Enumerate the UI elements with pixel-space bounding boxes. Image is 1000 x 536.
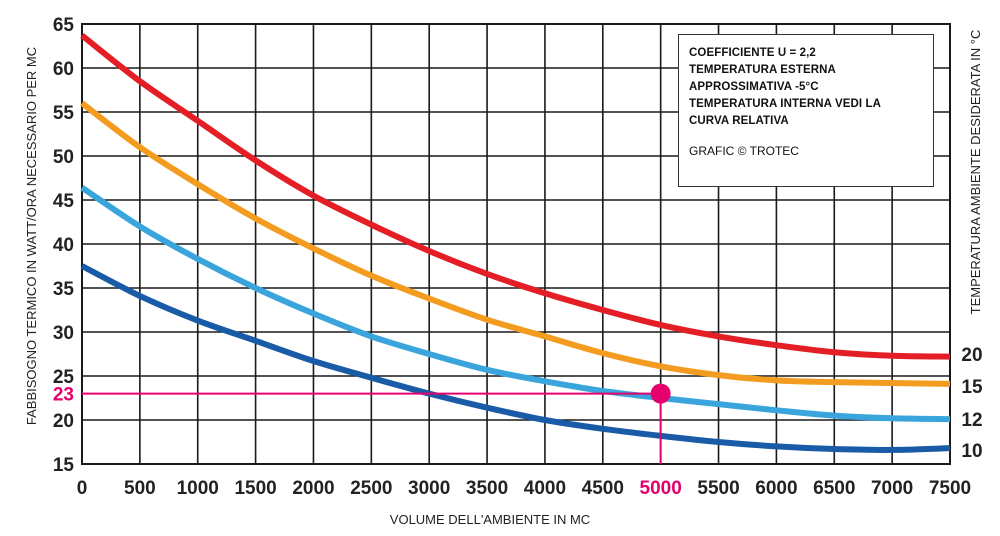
info-line: TEMPERATURA INTERNA VEDI LA (689, 98, 882, 110)
y-tick-label: 65 (53, 15, 75, 36)
y-tick-label: 15 (53, 455, 75, 476)
info-line: TEMPERATURA ESTERNA (689, 64, 836, 76)
x-tick-label: 5000 (640, 478, 682, 499)
curves (80, 33, 951, 453)
highlight-y-label: 23 (53, 385, 74, 406)
series-line-20 (80, 33, 951, 360)
x-tick-label: 6000 (755, 478, 797, 499)
y-tick-label: 25 (53, 367, 75, 388)
y2-axis-title: TEMPERATURA AMBIENTE DESIDERATA IN °C (968, 30, 983, 315)
x-tick-label: 500 (124, 478, 156, 499)
info-box: COEFFICIENTE U = 2,2 TEMPERATURA ESTERNA… (678, 34, 934, 187)
curve-labels: 20 15 12 10 (961, 345, 983, 462)
x-tick-label: 7500 (929, 478, 971, 499)
curve-label-12: 12 (961, 410, 982, 431)
x-tick-label: 4000 (524, 478, 566, 499)
x-tick-label: 2000 (292, 478, 334, 499)
y-tick-label: 20 (53, 411, 74, 432)
series-line-15 (80, 100, 951, 387)
y-tick-label: 50 (53, 147, 74, 168)
curve-label-10: 10 (961, 441, 982, 462)
plot-frame (81, 23, 951, 465)
y-tick-label: 45 (53, 191, 75, 212)
y-tick-label: 55 (53, 103, 75, 124)
series-line-10 (80, 263, 951, 453)
x-tick-label: 1000 (177, 478, 219, 499)
highlight-marker (650, 383, 671, 404)
highlight (82, 383, 671, 464)
x-tick-label: 5500 (697, 478, 739, 499)
x-tick-label: 4500 (582, 478, 624, 499)
curve-label-15: 15 (961, 377, 983, 398)
x-tick-label: 1500 (234, 478, 276, 499)
y-axis-title: FABBISOGNO TERMICO IN WATT/ORA NECESSARI… (24, 47, 39, 425)
y-tick-label: 30 (53, 323, 74, 344)
x-tick-label: 3000 (408, 478, 450, 499)
x-tick-label: 7000 (871, 478, 913, 499)
x-tick-label: 6500 (813, 478, 855, 499)
series-line-12 (80, 185, 951, 423)
x-tick-label: 0 (77, 478, 88, 499)
y-tick-label: 60 (53, 59, 74, 80)
info-line: COEFFICIENTE U = 2,2 (689, 47, 816, 59)
y-tick-label: 40 (53, 235, 74, 256)
info-line: CURVA RELATIVA (689, 115, 789, 127)
info-credit: GRAFIC © TROTEC (689, 144, 799, 158)
curve-label-20: 20 (961, 345, 982, 366)
ticks: 15 20 25 30 35 40 45 50 55 60 65 0 500 1000 1500 2000 25… (53, 15, 971, 499)
info-line: APPROSSIMATIVA -5°C (689, 81, 819, 93)
x-axis-title: VOLUME DELL'AMBIENTE IN MC (390, 512, 590, 527)
x-tick-label: 2500 (350, 478, 392, 499)
x-tick-label: 3500 (466, 478, 508, 499)
y-tick-label: 35 (53, 279, 75, 300)
